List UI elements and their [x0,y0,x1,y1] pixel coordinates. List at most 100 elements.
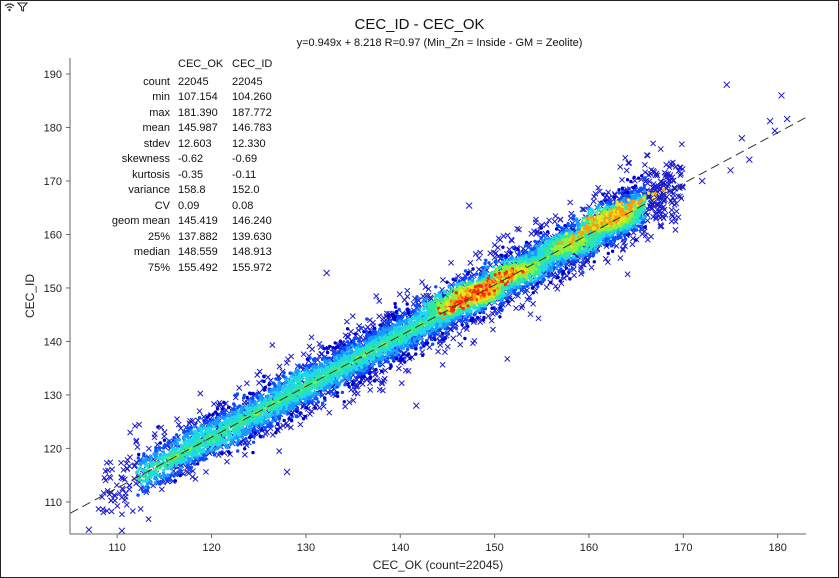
data-point [491,242,498,249]
data-point [365,369,370,373]
data-point [678,141,685,148]
data-point [119,475,126,482]
data-point [227,405,231,409]
data-point [673,200,680,207]
data-point [653,210,660,217]
data-point [482,270,486,274]
data-point [467,259,474,266]
data-point [354,378,358,382]
chart-subtitle: y=0.949x + 8.218 R=0.97 (Min_Zn = Inside… [296,37,583,49]
data-point [579,206,586,213]
data-point [662,172,669,179]
data-point [626,160,633,166]
data-point [629,179,633,184]
data-point [419,349,426,356]
data-point [414,304,418,308]
data-point [623,237,628,241]
data-point [342,403,349,410]
data-point [441,349,448,356]
data-point [270,424,274,428]
data-point [118,459,125,466]
data-point [425,286,432,292]
data-point [456,331,463,337]
data-point [476,316,480,320]
data-point [645,171,652,178]
data-point [677,172,684,179]
chart-toolbar [4,2,28,12]
data-point [249,396,254,400]
data-point [604,259,611,266]
data-point [276,422,280,426]
data-point [307,411,313,417]
data-point [233,393,237,397]
data-point [617,163,624,170]
data-point [551,218,558,225]
filter-icon[interactable] [17,2,28,12]
data-point [668,207,675,213]
data-point [134,444,141,451]
data-point [434,285,438,289]
data-point [161,429,168,436]
data-point [415,295,419,299]
data-point [506,296,510,300]
data-point [536,284,540,289]
data-point [655,202,662,209]
data-point [343,318,350,325]
data-point [404,287,411,294]
data-point [673,208,680,215]
data-point [197,416,202,420]
data-point [342,400,346,404]
wireless-icon[interactable] [4,2,15,12]
data-point [405,302,409,306]
data-point [265,374,271,381]
data-point [398,380,405,387]
data-point [146,485,150,489]
data-point [632,175,636,179]
data-point [592,260,596,264]
data-point [567,199,574,206]
data-point [260,397,264,401]
data-point [624,271,631,278]
data-point [516,226,522,233]
data-point [135,470,139,474]
data-point [350,343,354,348]
data-point [541,233,546,237]
data-point [243,380,250,387]
data-point [160,457,165,461]
data-point [177,438,181,442]
data-point [569,224,574,228]
data-point [133,437,140,444]
data-point [340,390,345,395]
data-point [405,347,410,352]
data-point [513,305,520,312]
data-point [581,260,585,264]
data-point [550,247,554,251]
data-point [308,334,315,341]
data-point [345,334,352,340]
data-point [245,442,249,446]
data-point [554,285,561,292]
data-point [284,422,291,429]
data-point [220,415,224,419]
data-point [133,438,140,445]
data-point [605,243,609,247]
data-point [107,459,114,466]
data-point [504,355,511,362]
data-point [373,293,380,300]
chart-title: CEC_ID - CEC_OK [354,16,485,33]
data-point [530,300,537,307]
data-point [543,236,548,240]
data-point [316,404,323,411]
data-point [308,408,315,415]
data-point [251,440,256,444]
data-point [335,391,340,395]
data-point [244,437,248,441]
data-point [129,508,136,515]
data-point [156,425,160,429]
data-point [376,298,383,304]
data-point [118,511,125,518]
data-point [114,503,121,509]
data-point [642,232,649,239]
data-point [345,327,350,331]
data-point [491,254,498,261]
